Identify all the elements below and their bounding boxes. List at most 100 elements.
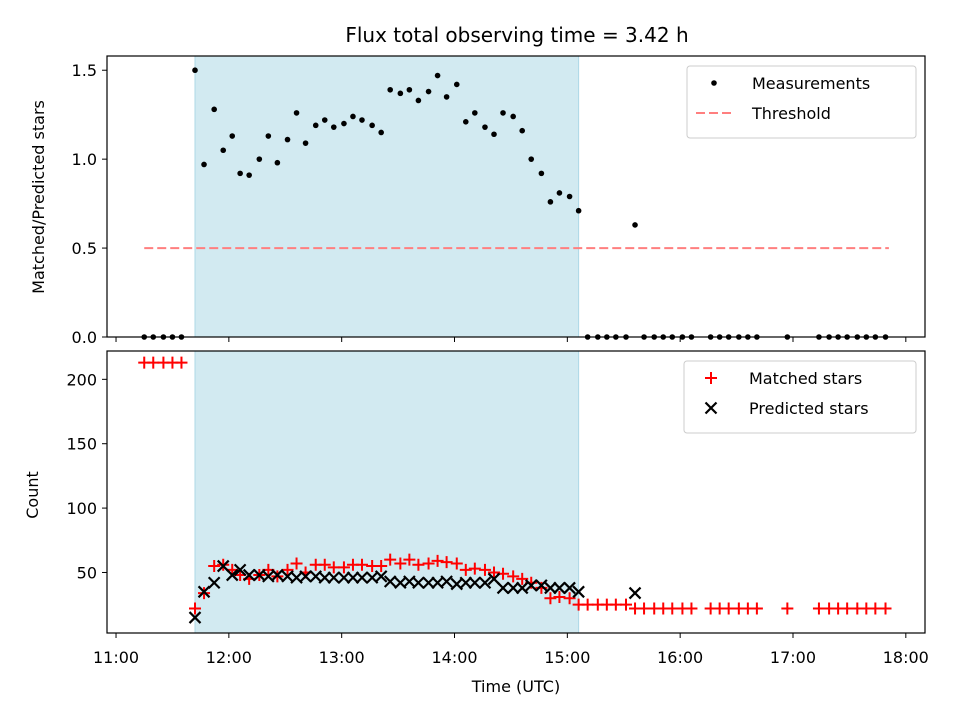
legend-label: Predicted stars <box>749 399 869 418</box>
measurement-point <box>312 122 319 129</box>
measurement-point <box>566 193 573 200</box>
measurement-point <box>350 113 356 120</box>
predicted-star-point <box>207 576 221 590</box>
measurement-point <box>406 86 413 93</box>
measurement-point <box>369 122 375 129</box>
matched-star-point <box>812 602 825 615</box>
measurement-point <box>491 131 497 138</box>
legend-marker-plus <box>705 372 717 384</box>
y-axis-label-top: Matched/Predicted stars <box>29 100 48 294</box>
matched-star-point <box>412 558 425 571</box>
predicted-star-point <box>459 576 473 590</box>
matched-star-point <box>290 557 303 570</box>
matched-star-point <box>450 557 463 570</box>
legend-marker-x <box>704 401 718 415</box>
panel-counts: 11:00 12:00 13:00 14:00 15:00 16:00 17:00 18:00… <box>66 350 929 667</box>
matched-star-point <box>327 561 340 574</box>
measurement-point <box>528 156 535 162</box>
predicted-star-point <box>628 586 642 600</box>
predicted-star-point <box>299 570 312 583</box>
measurement-point <box>462 119 469 125</box>
matched-star-point <box>638 602 651 615</box>
predicted-star-point <box>383 575 397 588</box>
matched-star-point <box>375 560 388 573</box>
panel0-axes-frame <box>106 55 926 338</box>
predicted-star-point <box>422 576 435 590</box>
x-tick-label: 13:00 <box>319 648 365 667</box>
measurement-point <box>632 222 638 228</box>
predicted-star-point <box>346 571 360 584</box>
matched-star-point <box>685 602 698 615</box>
measurement-point <box>453 81 460 88</box>
panel-ratio: 0.0 0.5 1.0 1.5 Measurements Threshold <box>72 55 926 347</box>
legend-label: Measurements <box>752 74 870 93</box>
measurement-point <box>434 72 441 79</box>
predicted-star-point <box>233 563 247 577</box>
measurement-point <box>265 133 272 139</box>
matched-star-point <box>440 556 453 569</box>
measurement-point <box>387 86 393 93</box>
panel0-y-tick-label: 0.5 <box>72 239 97 258</box>
measurement-point <box>510 113 516 120</box>
matched-star-point <box>394 557 407 570</box>
matched-star-point <box>722 602 735 615</box>
matched-star-point <box>553 590 566 603</box>
measurement-point <box>397 90 404 97</box>
legend-marker-dot <box>711 80 717 86</box>
matched-star-point <box>487 566 500 579</box>
matched-star-point <box>620 598 633 611</box>
measurement-point <box>246 172 252 178</box>
predicted-star-point <box>355 571 369 584</box>
x-tick-label: 16:00 <box>657 648 703 667</box>
matched-star-point <box>750 602 763 615</box>
predicted-star-point <box>496 581 510 595</box>
measurement-point <box>359 117 365 123</box>
matched-star-point <box>403 553 416 566</box>
measurement-point <box>443 94 450 100</box>
predicted-star-point <box>515 581 529 595</box>
matched-star-point <box>563 592 576 605</box>
matched-star-point <box>355 558 368 571</box>
x-tick-label: 18:00 <box>883 648 929 667</box>
panel0-y-tick-label: 1.0 <box>72 150 97 169</box>
panel1-y-tick-label: 150 <box>66 435 97 454</box>
matched-star-point <box>666 602 679 615</box>
measurement-point <box>575 207 582 214</box>
y-axis-label-bottom: Count <box>23 471 42 519</box>
measurement-point <box>201 161 207 168</box>
panel0-observing-window <box>194 55 580 338</box>
matched-star-point <box>422 557 435 570</box>
matched-star-point <box>384 553 397 566</box>
predicted-star-point <box>188 611 202 624</box>
panel1-legend: Matched stars Predicted stars <box>683 360 917 434</box>
legend-box <box>686 65 917 139</box>
measurement-point <box>482 124 488 130</box>
predicted-star-point <box>242 568 256 582</box>
measurement-point <box>256 156 263 162</box>
predicted-star-point <box>572 585 585 599</box>
predicted-star-point <box>553 581 566 595</box>
matched-star-point <box>175 356 188 369</box>
x-tick-label: 14:00 <box>431 648 477 667</box>
x-tick-label: 17:00 <box>770 648 816 667</box>
measurement-point <box>192 67 198 74</box>
measurement-point <box>237 170 243 177</box>
measurement-point <box>415 97 422 104</box>
matched-star-point <box>431 554 444 567</box>
x-tick-label: 15:00 <box>544 648 590 667</box>
predicted-star-point <box>197 585 211 599</box>
measurement-point <box>538 170 545 177</box>
legend-label: Threshold <box>751 104 831 123</box>
panel1-axes-frame <box>106 350 926 634</box>
predicted-star-point <box>412 576 425 590</box>
panel1-y-tick-label: 100 <box>66 499 97 518</box>
matched-star-point <box>869 602 882 615</box>
matched-star-point <box>459 563 472 576</box>
measurement-point <box>229 133 236 139</box>
matched-star-point <box>468 562 481 575</box>
measurement-point <box>472 110 478 116</box>
matched-star-point <box>879 602 892 615</box>
matched-star-point <box>337 561 350 574</box>
measurement-point <box>330 124 337 130</box>
